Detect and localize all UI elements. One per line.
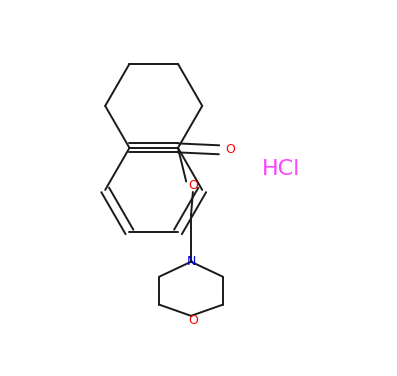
Text: N: N <box>186 255 196 268</box>
Text: HCl: HCl <box>261 159 300 179</box>
Text: O: O <box>188 314 198 327</box>
Text: O: O <box>188 179 198 192</box>
Text: O: O <box>226 143 236 156</box>
